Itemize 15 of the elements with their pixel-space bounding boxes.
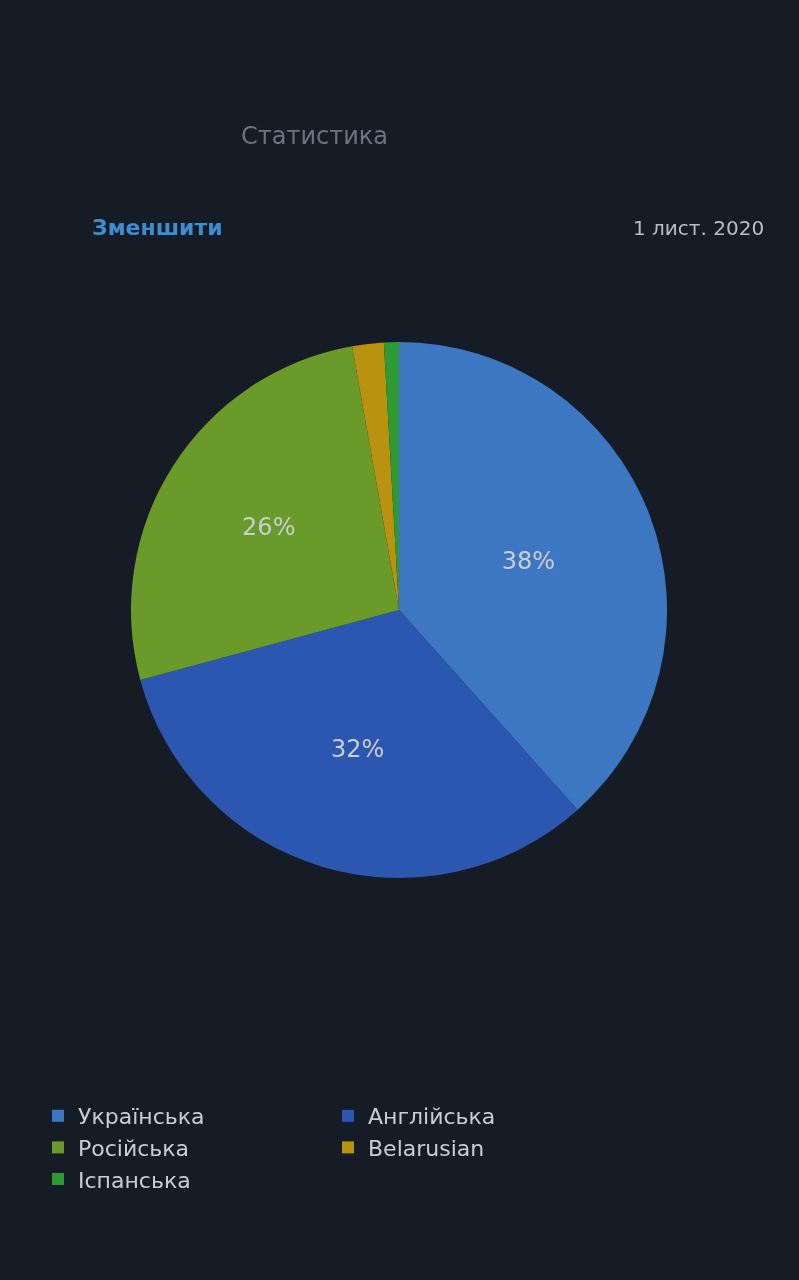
legend-label: Українська [78,1104,205,1130]
legend-label: Belarusian [368,1135,485,1161]
chart-subtitle: 1 лист. 2020 [633,216,765,240]
legend-label: Англійська [368,1104,496,1130]
data-label: 38% [501,546,556,575]
legend-label: Російська [78,1135,190,1161]
legend-label: Іспанська [78,1167,191,1193]
pie-slice [399,342,667,810]
pie-slice [140,610,578,878]
data-label: 26% [242,513,296,542]
data-label: 32% [331,734,385,763]
text: Зменшити [92,215,223,240]
pie-slice [352,342,399,610]
pie-slice [131,346,399,680]
chart-title: Статистика [241,122,388,151]
